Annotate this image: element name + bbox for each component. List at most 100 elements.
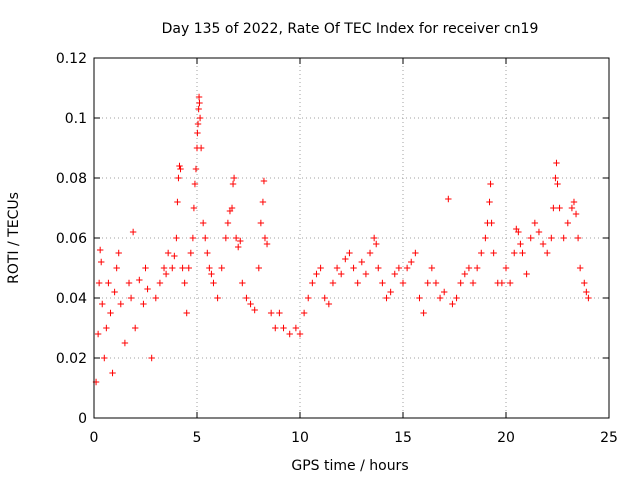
data-point <box>276 309 283 317</box>
data-point <box>313 270 320 278</box>
data-point <box>218 264 225 272</box>
data-point <box>272 324 279 332</box>
data-point <box>350 264 357 272</box>
data-point <box>127 294 135 302</box>
y-tick-label: 0 <box>78 411 87 427</box>
data-point <box>574 234 582 242</box>
data-point <box>453 294 460 302</box>
y-tick-label: 0.08 <box>56 171 87 187</box>
data-point <box>305 294 312 302</box>
data-point <box>366 249 374 257</box>
data-point <box>436 294 444 302</box>
data-point <box>162 270 170 278</box>
y-tick-label: 0.04 <box>56 291 87 307</box>
data-point <box>502 264 510 272</box>
data-point <box>362 270 370 278</box>
data-point <box>164 249 172 257</box>
data-point <box>535 228 543 236</box>
data-point <box>105 279 112 287</box>
data-point <box>449 300 456 308</box>
data-point <box>478 249 485 257</box>
data-point <box>247 300 254 308</box>
data-point <box>445 195 452 203</box>
data-point <box>101 354 108 362</box>
plot-frame <box>93 57 610 419</box>
data-point <box>187 249 195 257</box>
data-point <box>243 294 250 302</box>
data-point <box>222 234 230 242</box>
data-point <box>195 93 203 101</box>
data-point <box>560 234 567 242</box>
data-point <box>416 294 423 302</box>
data-point <box>403 264 411 272</box>
data-point <box>229 180 237 188</box>
data-point <box>432 279 440 287</box>
data-point <box>113 264 120 272</box>
data-point <box>199 219 207 227</box>
data-point <box>292 324 300 332</box>
data-point <box>506 279 514 287</box>
data-point <box>94 330 102 338</box>
data-point <box>197 144 205 152</box>
data-point <box>358 258 365 266</box>
data-point <box>370 234 378 242</box>
data-point <box>210 279 217 287</box>
data-point <box>576 264 584 272</box>
x-tick-label: 15 <box>394 430 412 446</box>
data-point <box>255 264 262 272</box>
data-point <box>214 294 221 302</box>
data-point <box>177 165 184 173</box>
data-point <box>583 288 590 296</box>
data-point <box>342 255 349 263</box>
data-point <box>490 249 497 257</box>
data-point <box>461 270 468 278</box>
data-point <box>564 219 571 227</box>
axis-ticks: 0 5 10 15 20 25 0 0.02 0.04 0.06 0.08 0.1 0.12 <box>56 51 618 446</box>
data-point <box>570 198 578 206</box>
data-point <box>473 264 481 272</box>
data-point <box>515 228 522 236</box>
data-point <box>111 288 118 296</box>
data-point <box>465 264 473 272</box>
data-point <box>379 279 386 287</box>
data-point <box>237 237 244 245</box>
data-point <box>553 159 560 167</box>
x-tick-label: 0 <box>90 430 99 446</box>
data-point <box>550 204 557 212</box>
data-point <box>125 279 133 287</box>
data-point <box>173 234 180 242</box>
data-point <box>511 249 518 257</box>
data-point <box>160 264 168 272</box>
data-point <box>152 294 159 302</box>
data-point <box>206 264 213 272</box>
y-tick-label: 0.06 <box>56 231 87 247</box>
data-point <box>235 243 242 251</box>
data-point <box>395 264 403 272</box>
data-point <box>196 114 204 122</box>
data-point <box>228 204 236 212</box>
data-point <box>95 279 103 287</box>
data-point <box>136 276 143 284</box>
data-point <box>169 264 176 272</box>
data-point <box>585 294 592 302</box>
data-point <box>325 300 333 308</box>
data-point <box>175 174 182 182</box>
data-point <box>552 174 559 182</box>
data-point <box>441 288 448 296</box>
data-point <box>544 249 551 257</box>
data-point <box>321 294 328 302</box>
data-point <box>527 234 534 242</box>
data-point <box>156 279 164 287</box>
data-point <box>300 309 308 317</box>
data-point <box>373 240 380 248</box>
data-point <box>115 249 122 257</box>
data-point <box>338 270 345 278</box>
data-point <box>107 309 114 317</box>
x-tick-label: 5 <box>193 430 202 446</box>
data-point <box>317 264 324 272</box>
data-point <box>257 219 265 227</box>
data-point <box>548 234 555 242</box>
data-point <box>99 300 106 308</box>
data-point <box>174 198 181 206</box>
data-point <box>103 324 110 332</box>
